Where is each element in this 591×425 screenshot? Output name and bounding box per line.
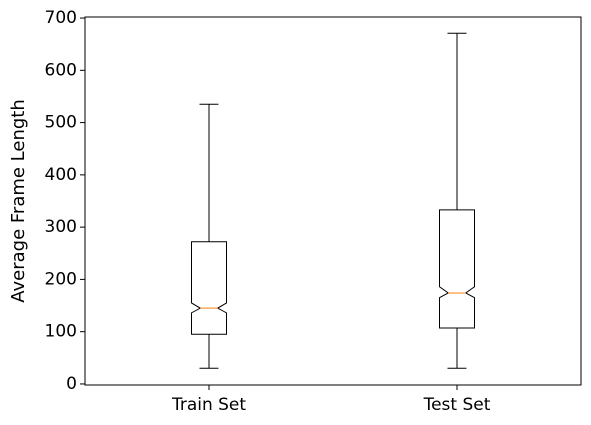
y-tick-label: 400 [45, 165, 77, 185]
y-tick-label: 500 [45, 113, 77, 133]
y-tick-label: 0 [66, 374, 77, 394]
x-tick-label: Train Set [171, 395, 246, 415]
plot-frame [84, 16, 582, 386]
y-tick-label: 300 [45, 217, 77, 237]
y-tick-label: 100 [45, 322, 77, 342]
y-axis-label: Average Frame Length [8, 99, 29, 303]
y-tick-label: 200 [45, 269, 77, 289]
y-tick-label: 700 [45, 8, 77, 28]
x-tick-label: Test Set [423, 395, 491, 415]
y-tick-label: 600 [45, 60, 77, 80]
box [439, 209, 475, 329]
box [191, 241, 227, 335]
